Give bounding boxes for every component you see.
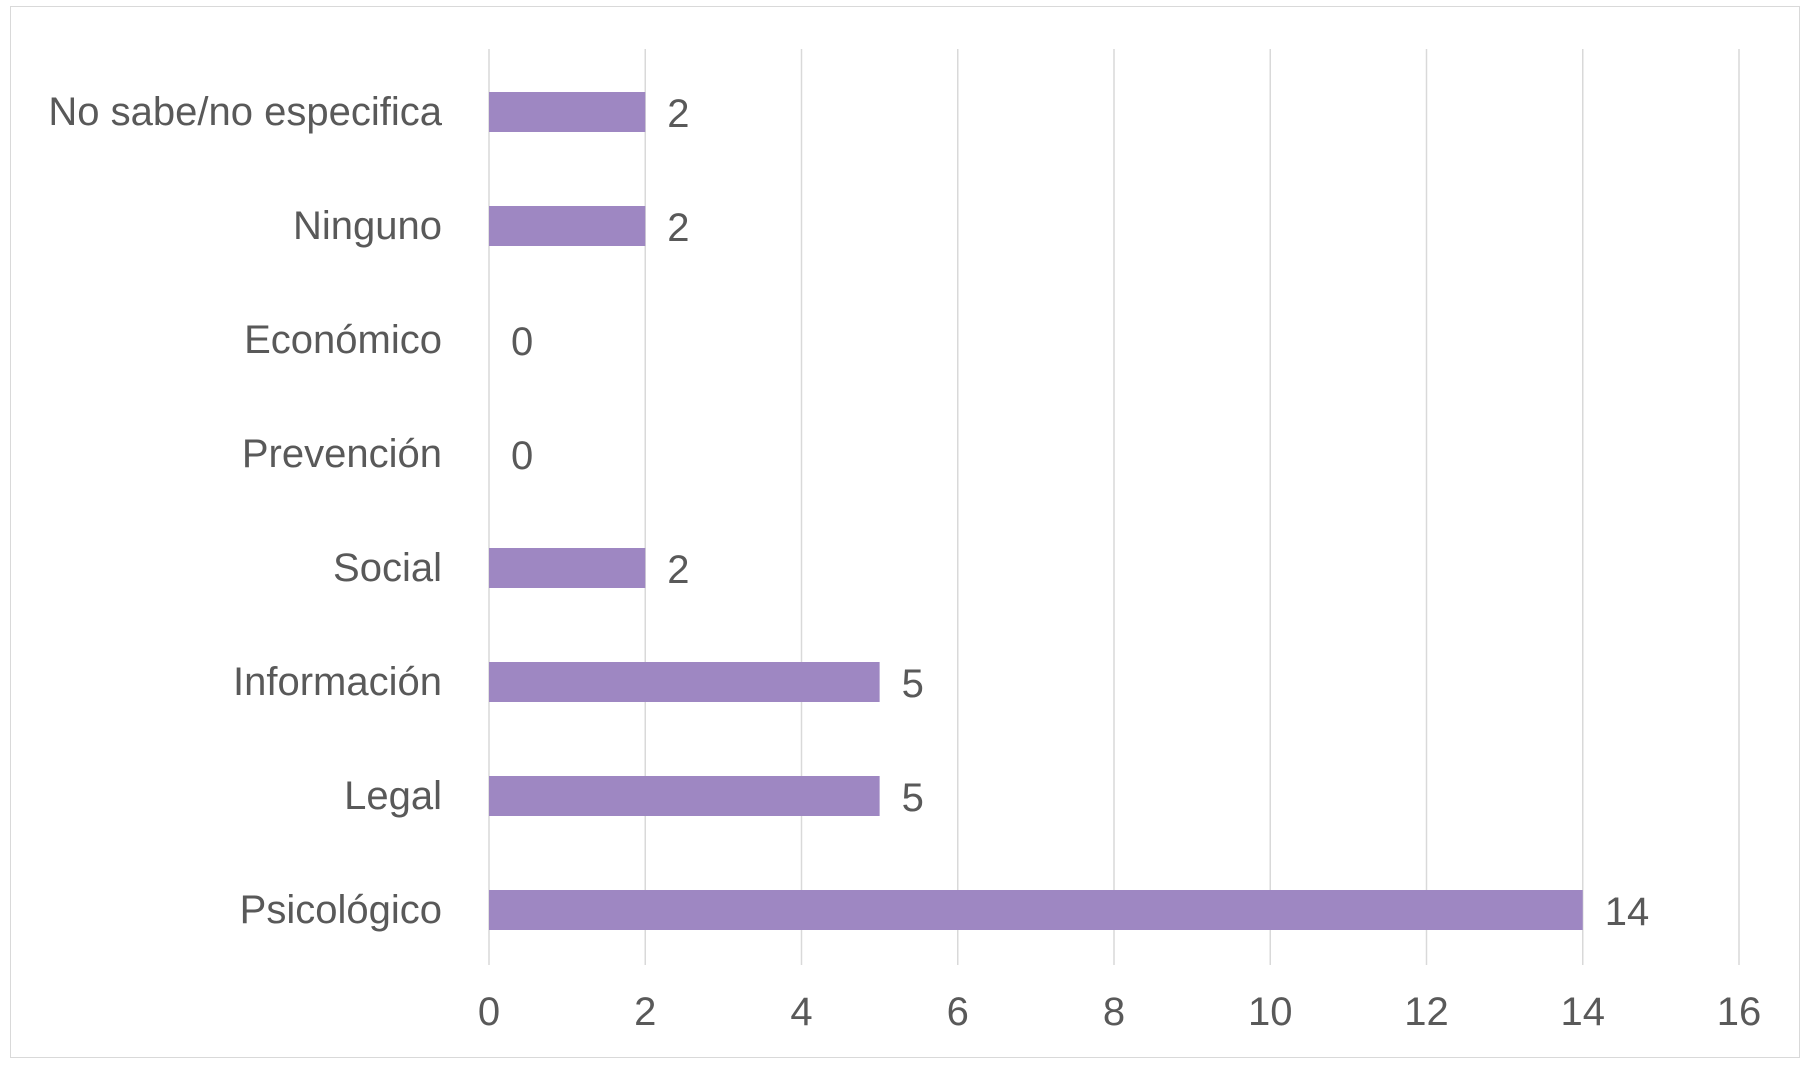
x-tick-label: 12 [1404,990,1449,1034]
x-tick-label: 14 [1561,990,1606,1034]
category-label: Psicológico [240,888,442,932]
x-tick-label: 0 [478,990,500,1034]
x-axis-tick-labels: 0 2 4 6 8 10 12 14 16 [478,990,1761,1034]
data-label: 2 [667,206,689,250]
category-label: Prevención [242,432,442,476]
gridlines [488,49,1740,965]
category-labels: No sabe/no especifica Ninguno Económico Pre… [48,90,442,932]
category-label: Ninguno [293,204,442,248]
bar [489,890,1583,930]
bar [489,92,646,132]
x-tick-label: 10 [1248,990,1293,1034]
category-label: Información [233,660,442,704]
data-label: 5 [902,662,924,706]
data-label: 14 [1605,890,1650,934]
data-label: 5 [902,776,924,820]
category-label: No sabe/no especifica [48,90,442,134]
data-label: 2 [667,92,689,136]
bars [489,92,1583,930]
category-label: Social [333,546,442,590]
bar [489,206,646,246]
bar [489,776,880,816]
x-tick-label: 4 [790,990,812,1034]
bar [489,548,646,588]
data-labels: 2 2 0 0 2 5 5 14 [511,92,1649,934]
bar [489,662,880,702]
x-tick-label: 6 [947,990,969,1034]
x-tick-label: 8 [1103,990,1125,1034]
chart-frame: No sabe/no especifica Ninguno Económico Pre… [10,6,1800,1058]
bar-chart: No sabe/no especifica Ninguno Económico Pre… [48,49,1761,1034]
data-label: 0 [511,320,533,364]
x-tick-label: 2 [634,990,656,1034]
data-label: 2 [667,548,689,592]
category-label: Legal [344,774,442,818]
category-label: Económico [244,318,442,362]
data-label: 0 [511,434,533,478]
x-tick-label: 16 [1717,990,1762,1034]
